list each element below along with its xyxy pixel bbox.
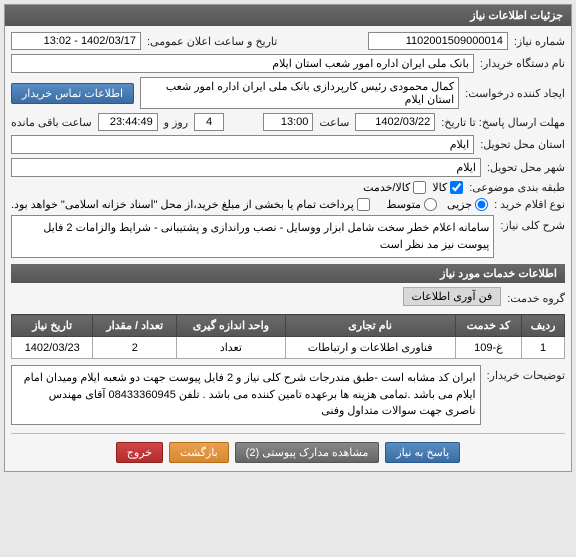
- announce-dt-value: 1402/03/17 - 13:02: [11, 32, 141, 50]
- creator-label: ایجاد کننده درخواست:: [465, 87, 565, 100]
- cell-0-1: غ-109: [455, 337, 522, 359]
- hour-label-1: ساعت: [319, 116, 349, 129]
- col-5: تاریخ نیاز: [12, 315, 93, 337]
- payment-note-label: پرداخت تمام یا بخشی از مبلغ خرید،از محل …: [11, 198, 354, 211]
- classification-label: طبقه بندی موضوعی:: [469, 181, 565, 194]
- buyer-notes-value: ایران کد مشابه است -طبق مندرجات شرح کلی …: [11, 365, 481, 425]
- col-2: نام تجاری: [285, 315, 455, 337]
- service-checkbox[interactable]: [413, 181, 426, 194]
- contact-info-button[interactable]: اطلاعات تماس خریدار: [11, 83, 134, 104]
- footer-buttons: پاسخ به نیاز مشاهده مدارک پیوستی (2) باز…: [11, 433, 565, 465]
- col-3: واحد اندازه گیری: [177, 315, 285, 337]
- reply-button[interactable]: پاسخ به نیاز: [385, 442, 460, 463]
- details-panel: جزئیات اطلاعات نیاز شماره نیاز: 11020015…: [4, 4, 572, 472]
- exit-button[interactable]: خروج: [116, 442, 163, 463]
- panel-title: جزئیات اطلاعات نیاز: [5, 5, 571, 26]
- back-button[interactable]: بازگشت: [169, 442, 229, 463]
- services-section-title: اطلاعات خدمات مورد نیاز: [11, 264, 565, 283]
- cell-0-5: 1402/03/23: [12, 337, 93, 359]
- col-4: تعداد / مقدار: [93, 315, 177, 337]
- deadline-date-value: 1402/03/22: [355, 113, 435, 131]
- general-desc-value: سامانه اعلام خطر سخت شامل ابزار ووسایل -…: [11, 215, 494, 258]
- service-checkbox-wrap[interactable]: کالا/خدمت: [363, 181, 426, 194]
- city-label: شهر محل تحویل:: [487, 161, 565, 174]
- cell-0-4: 2: [93, 337, 177, 359]
- minor-radio-wrap[interactable]: جزیی: [447, 198, 488, 211]
- remain-label: ساعت باقی مانده: [11, 116, 92, 129]
- minor-radio-label: جزیی: [447, 198, 472, 211]
- deadline-label: مهلت ارسال پاسخ: تا تاریخ:: [441, 116, 565, 129]
- cell-0-2: فناوری اطلاعات و ارتباطات: [285, 337, 455, 359]
- table-row[interactable]: 1 غ-109 فناوری اطلاعات و ارتباطات تعداد …: [12, 337, 565, 359]
- col-0: ردیف: [522, 315, 565, 337]
- deadline-time-value: 13:00: [263, 113, 313, 131]
- need-no-label: شماره نیاز:: [514, 35, 565, 48]
- service-checkbox-label: کالا/خدمت: [363, 181, 410, 194]
- panel-body: شماره نیاز: 1102001509000014 تاریخ و ساع…: [5, 26, 571, 471]
- service-group-value: فن آوری اطلاعات: [403, 287, 502, 306]
- service-group-label: گروه خدمت:: [507, 292, 565, 305]
- goods-checkbox-wrap[interactable]: کالا: [432, 181, 463, 194]
- creator-value: کمال محمودی رئیس کارپردازی بانک ملی ایرا…: [140, 77, 459, 109]
- payment-note-wrap[interactable]: پرداخت تمام یا بخشی از مبلغ خرید،از محل …: [11, 198, 370, 211]
- buyer-notes-label: توضیحات خریدار:: [487, 365, 565, 382]
- minor-radio[interactable]: [475, 198, 488, 211]
- goods-checkbox-label: کالا: [432, 181, 447, 194]
- services-table: ردیف کد خدمت نام تجاری واحد اندازه گیری …: [11, 314, 565, 359]
- province-value: ایلام: [11, 135, 474, 154]
- province-label: استان محل تحویل:: [480, 138, 565, 151]
- day-and-label: روز و: [164, 116, 188, 129]
- table-header-row: ردیف کد خدمت نام تجاری واحد اندازه گیری …: [12, 315, 565, 337]
- device-name-label: نام دستگاه خریدار:: [480, 57, 565, 70]
- medium-radio[interactable]: [424, 198, 437, 211]
- cell-0-3: تعداد: [177, 337, 285, 359]
- days-left-value: 4: [194, 113, 224, 131]
- minor-purchase-label: نوع اقلام خرید :: [494, 198, 565, 211]
- device-name-value: بانک ملی ایران اداره امور شعب استان ایلا…: [11, 54, 474, 73]
- city-value: ایلام: [11, 158, 481, 177]
- general-desc-label: شرح کلی نیاز:: [500, 215, 565, 232]
- medium-radio-label: متوسط: [386, 198, 421, 211]
- payment-note-checkbox[interactable]: [357, 198, 370, 211]
- medium-radio-wrap[interactable]: متوسط: [386, 198, 437, 211]
- announce-dt-label: تاریخ و ساعت اعلان عمومی:: [147, 35, 277, 48]
- need-no-value: 1102001509000014: [368, 32, 508, 50]
- goods-checkbox[interactable]: [450, 181, 463, 194]
- col-1: کد خدمت: [455, 315, 522, 337]
- time-left-value: 23:44:49: [98, 113, 158, 131]
- attachments-button[interactable]: مشاهده مدارک پیوستی (2): [235, 442, 380, 463]
- purchase-type-radios: جزیی متوسط: [386, 198, 488, 211]
- cell-0-0: 1: [522, 337, 565, 359]
